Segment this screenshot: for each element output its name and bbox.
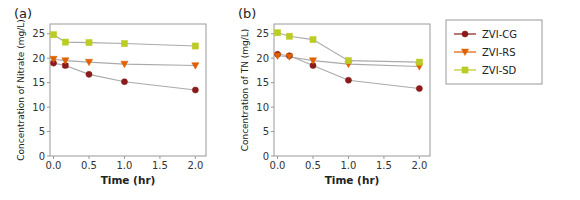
- y-tick-label: 0: [263, 151, 269, 162]
- series-line: ZVI-CG: [278, 54, 420, 88]
- panel: 0 5 10 15 20 25 0.0 0.5 1.0 1.5 2.0 Time (hr) Concen…: [238, 6, 430, 186]
- legend: ZVI-CG ZVI-RS ZVI-SD: [446, 20, 542, 84]
- data-point: [50, 32, 56, 38]
- data-point: [86, 71, 92, 77]
- y-tick: [47, 156, 50, 157]
- data-point: [416, 59, 422, 65]
- x-tick: [53, 156, 54, 159]
- x-tick: [313, 156, 314, 159]
- y-tick-label: 5: [263, 126, 269, 137]
- x-tick: [89, 156, 90, 159]
- x-tick: [124, 156, 125, 159]
- x-tick: [383, 156, 384, 159]
- data-point: [50, 56, 57, 62]
- chart-container: 0 5 10 15 20 25 0.0 0.5 1.0 1.5 2.0 Time (hr) Concen…: [0, 0, 580, 200]
- y-tick: [271, 33, 274, 34]
- data-point: [121, 40, 127, 46]
- y-tick-label: 20: [32, 53, 45, 64]
- panel-title: (a): [14, 6, 32, 21]
- data-point: [310, 37, 316, 43]
- plot-area: ZVI-CGZVI-RSZVI-SD: [50, 32, 199, 93]
- y-tick-label: 20: [256, 53, 269, 64]
- x-tick-label: 0.0: [270, 160, 286, 171]
- y-tick: [271, 131, 274, 132]
- y-tick-label: 10: [32, 102, 45, 113]
- plot-frame: [50, 24, 206, 156]
- series-line: ZVI-SD: [54, 35, 196, 46]
- legend-label: ZVI-RS: [482, 47, 516, 58]
- data-point: [274, 30, 280, 36]
- x-tick: [195, 156, 196, 159]
- y-tick-label: 15: [32, 77, 45, 88]
- y-axis-label: Concentration of TN (mg/L): [240, 29, 250, 152]
- data-point: [309, 58, 316, 64]
- y-tick: [47, 131, 50, 132]
- legend-marker: [461, 49, 468, 55]
- data-point: [121, 61, 128, 67]
- panel-title: (b): [238, 6, 256, 21]
- x-tick-label: 1.0: [341, 160, 357, 171]
- plot-area: ZVI-CGZVI-RSZVI-SD: [274, 30, 423, 92]
- x-tick-label: 1.5: [376, 160, 392, 171]
- y-tick-label: 10: [256, 102, 269, 113]
- data-point: [274, 53, 281, 59]
- y-tick: [271, 156, 274, 157]
- data-point: [286, 54, 293, 60]
- legend-label: ZVI-CG: [482, 29, 517, 40]
- legend-frame: [446, 20, 542, 84]
- data-point: [85, 59, 92, 65]
- data-point: [345, 77, 351, 83]
- x-tick-label: 0.5: [305, 160, 321, 171]
- data-point: [192, 87, 198, 93]
- x-tick: [419, 156, 420, 159]
- error-bar-cap: [62, 67, 68, 68]
- x-tick-label: 1.5: [152, 160, 168, 171]
- chart-svg: 0 5 10 15 20 25 0.0 0.5 1.0 1.5 2.0 Time (hr) Concen…: [0, 0, 580, 200]
- x-tick-label: 2.0: [187, 160, 203, 171]
- data-point: [192, 63, 199, 69]
- data-point: [62, 58, 69, 64]
- x-tick: [159, 156, 160, 159]
- y-tick: [47, 82, 50, 83]
- y-tick: [271, 82, 274, 83]
- x-axis-label: Time (hr): [325, 174, 380, 186]
- data-point: [286, 33, 292, 39]
- y-tick: [271, 58, 274, 59]
- x-tick-label: 1.0: [117, 160, 133, 171]
- y-tick-label: 25: [32, 28, 45, 39]
- y-tick: [47, 107, 50, 108]
- x-tick: [277, 156, 278, 159]
- panel: 0 5 10 15 20 25 0.0 0.5 1.0 1.5 2.0 Time (hr) Concen…: [14, 6, 206, 186]
- data-point: [416, 85, 422, 91]
- y-axis-label: Concentration of Nitrate (mg/L): [16, 19, 26, 161]
- x-tick-label: 2.0: [411, 160, 427, 171]
- y-tick: [47, 58, 50, 59]
- legend-label: ZVI-SD: [482, 65, 517, 76]
- data-point: [192, 43, 198, 49]
- x-axis-label: Time (hr): [101, 174, 156, 186]
- x-tick-label: 0.0: [46, 160, 62, 171]
- y-tick-label: 25: [256, 28, 269, 39]
- plot-frame: [274, 24, 430, 156]
- x-tick-label: 0.5: [81, 160, 97, 171]
- legend-marker: [462, 67, 468, 73]
- y-tick: [47, 33, 50, 34]
- data-point: [86, 40, 92, 46]
- y-tick: [271, 107, 274, 108]
- x-tick: [348, 156, 349, 159]
- data-point: [345, 58, 351, 64]
- data-point: [121, 79, 127, 85]
- y-tick-label: 5: [39, 126, 45, 137]
- y-tick-label: 15: [256, 77, 269, 88]
- legend-marker: [462, 31, 468, 37]
- data-point: [62, 39, 68, 45]
- y-tick-label: 0: [39, 151, 45, 162]
